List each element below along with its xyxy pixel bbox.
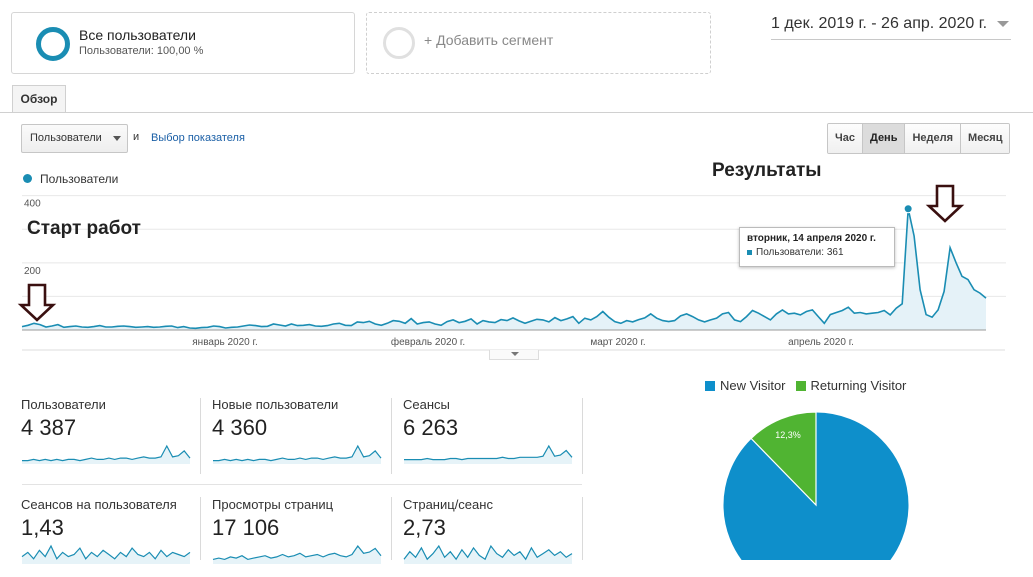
legend-item-new-visitor: New Visitor: [705, 378, 786, 393]
scorecard-sparkline: [403, 544, 573, 564]
granularity-button[interactable]: День: [862, 124, 906, 153]
sparkline-line: [212, 544, 382, 561]
x-tick-label: апрель 2020 г.: [788, 337, 854, 348]
legend-swatch-returning: [795, 380, 806, 391]
y-tick-label: 200: [24, 266, 41, 277]
sparkline-line: [404, 444, 573, 461]
granularity-toggle: Час День Неделя Месяц: [827, 123, 1011, 154]
arrow-down-icon: [17, 283, 57, 322]
segment-title: Все пользователи: [79, 27, 196, 43]
series-area: [22, 208, 986, 330]
sparkline-line: [213, 444, 382, 462]
scorecard-label: Сеансы: [403, 397, 450, 412]
add-segment-label: + Добавить сегмент: [424, 32, 554, 48]
segment-subtitle: Пользователи: 100,00 %: [79, 45, 204, 57]
scorecard[interactable]: Сеансы 6 263: [403, 397, 593, 477]
annotation-results: Результаты: [712, 160, 822, 181]
series-swatch: [747, 249, 752, 255]
divider: [582, 497, 583, 560]
legend-swatch-new: [705, 380, 715, 391]
x-tick-label: январь 2020 г.: [192, 337, 257, 348]
divider: [22, 484, 582, 485]
scorecard-label: Страниц/сеанс: [403, 497, 493, 512]
series-line: [21, 208, 987, 330]
scorecard-label: Сеансов на пользователя: [21, 497, 177, 512]
scorecard-label: Пользователи: [21, 397, 106, 412]
divider: [391, 497, 392, 560]
scorecard[interactable]: Новые пользователи 4 360: [212, 397, 402, 477]
collapse-chart-handle[interactable]: [489, 350, 539, 360]
metric-select-label: Пользователи: [30, 132, 102, 144]
series-legend-label: Пользователи: [40, 172, 119, 186]
scorecard[interactable]: Просмотры страниц 17 106: [212, 497, 402, 577]
scorecard-sparkline: [404, 444, 573, 464]
sparkline-area: [213, 446, 381, 464]
date-range-picker[interactable]: 1 дек. 2019 г. - 26 апр. 2020 г.: [771, 15, 1011, 40]
tab-divider: [0, 112, 1033, 113]
metric-select[interactable]: Пользователи: [21, 124, 128, 153]
divider: [391, 398, 392, 474]
scorecard-sparkline: [21, 544, 191, 564]
pie-slice-returning-visitor[interactable]: [750, 411, 817, 507]
x-tick-label: март 2020 г.: [590, 337, 645, 348]
scorecard-label: Просмотры страниц: [212, 497, 334, 512]
segment-card-all-users[interactable]: Все пользователи Пользователи: 100,00 %: [11, 12, 355, 74]
annotation-start: Старт работ: [27, 218, 141, 239]
scorecard-value: 6 263: [403, 415, 459, 440]
sparkline-line: [21, 544, 191, 560]
granularity-button[interactable]: Неделя: [905, 124, 962, 153]
add-segment-button[interactable]: + Добавить сегмент: [366, 12, 711, 74]
scorecard[interactable]: Пользователи 4 387: [21, 397, 211, 477]
scorecard-label: Новые пользователи: [212, 397, 339, 412]
sparkline-line: [403, 544, 573, 561]
scorecard-value: 4 387: [21, 415, 77, 440]
chevron-down-icon[interactable]: [997, 21, 1009, 27]
segment-ring-icon: [36, 27, 70, 61]
legend-label-new: New Visitor: [720, 378, 786, 393]
scorecard[interactable]: Страниц/сеанс 2,73: [403, 497, 593, 577]
sparkline-line: [22, 444, 191, 462]
pick-metric-link[interactable]: Выбор показателя: [151, 132, 245, 144]
tab-overview[interactable]: Обзор: [12, 85, 66, 113]
series-legend-dot: [23, 174, 32, 183]
tooltip-date: вторник, 14 апреля 2020 г.: [747, 233, 876, 244]
legend-label-returning: Returning Visitor: [810, 378, 907, 393]
visitor-pie-chart: 12,3%: [722, 411, 910, 560]
and-label: и: [133, 131, 140, 143]
chart-tooltip: вторник, 14 апреля 2020 г. Пользователи:…: [739, 227, 895, 267]
granularity-button[interactable]: Месяц: [961, 124, 1010, 153]
divider: [582, 398, 583, 474]
sparkline-area: [404, 546, 572, 564]
divider: [200, 398, 201, 474]
scorecard-value: 1,43: [21, 515, 64, 540]
scorecard-value: 4 360: [212, 415, 268, 440]
segment-placeholder-icon: [383, 27, 415, 59]
scorecard-value: 2,73: [403, 515, 446, 540]
tooltip-value: Пользователи: 361: [756, 247, 844, 258]
scorecard-sparkline: [212, 544, 382, 564]
highlight-point[interactable]: [903, 204, 913, 214]
arrow-down-icon: [925, 184, 965, 223]
scorecard-value: 17 106: [212, 515, 280, 540]
scorecard-sparkline: [213, 444, 382, 464]
scorecard[interactable]: Сеансов на пользователя 1,43: [21, 497, 211, 577]
x-tick-label: февраль 2020 г.: [391, 336, 465, 348]
pie-slice-label: 12,3%: [775, 430, 801, 440]
tooltip-row: Пользователи: 361: [747, 247, 887, 258]
chevron-down-icon: [113, 136, 121, 141]
legend-item-returning-visitor: Returning Visitor: [795, 378, 907, 393]
y-tick-label: 400: [24, 199, 41, 210]
pie-legend: New Visitor Returning Visitor: [705, 378, 916, 393]
granularity-button[interactable]: Час: [828, 124, 863, 153]
divider: [200, 497, 201, 560]
sparkline-area: [22, 446, 190, 464]
scorecard-sparkline: [22, 444, 191, 464]
